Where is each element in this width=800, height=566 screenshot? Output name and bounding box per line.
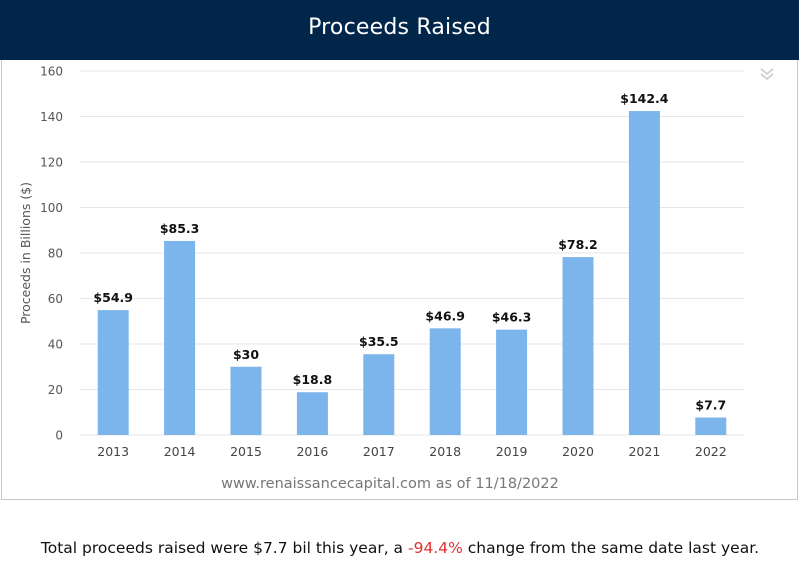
x-tick-label: 2015 — [230, 444, 262, 459]
y-tick-label: 20 — [48, 383, 63, 397]
summary-change: -94.4% — [407, 539, 463, 557]
summary-suffix: change from the same date last year. — [462, 539, 760, 557]
x-tick-label: 2022 — [695, 444, 727, 459]
chart-title: Proceeds Raised — [308, 15, 491, 40]
y-tick-label: 60 — [48, 292, 63, 306]
double-chevron-down-icon[interactable] — [758, 66, 776, 82]
data-label: $18.8 — [293, 372, 333, 387]
bar — [562, 257, 594, 435]
bar — [363, 354, 395, 435]
data-label: $7.7 — [695, 397, 726, 412]
data-label: $85.3 — [160, 221, 200, 236]
bar — [97, 310, 129, 435]
x-tick-label: 2019 — [496, 444, 528, 459]
data-label: $46.3 — [492, 310, 532, 325]
bar — [230, 366, 262, 435]
x-tick-label: 2021 — [628, 444, 660, 459]
bar — [695, 417, 727, 435]
x-tick-label: 2014 — [164, 444, 196, 459]
bar — [429, 328, 461, 435]
y-tick-label: 40 — [48, 338, 63, 352]
y-axis-title: Proceeds in Billions ($) — [18, 182, 33, 324]
data-label: $30 — [233, 347, 259, 362]
y-tick-label: 0 — [55, 429, 63, 443]
x-tick-label: 2017 — [363, 444, 395, 459]
y-tick-label: 100 — [40, 201, 63, 215]
bar — [628, 111, 660, 435]
data-label: $35.5 — [359, 334, 399, 349]
source-note: www.renaissancecapital.com as of 11/18/2… — [221, 476, 559, 492]
data-label: $54.9 — [93, 290, 133, 305]
x-tick-label: 2013 — [97, 444, 129, 459]
data-label: $142.4 — [620, 91, 669, 106]
chart-header: Proceeds Raised — [0, 0, 799, 60]
data-label: $46.9 — [425, 308, 465, 323]
y-tick-label: 160 — [40, 65, 63, 79]
x-tick-label: 2016 — [296, 444, 328, 459]
y-tick-label: 80 — [48, 247, 63, 261]
summary-text: Total proceeds raised were $7.7 bil this… — [0, 539, 800, 557]
x-tick-label: 2020 — [562, 444, 594, 459]
data-label: $78.2 — [558, 237, 598, 252]
bar — [296, 392, 328, 435]
bar — [164, 240, 196, 435]
bar — [496, 329, 528, 435]
bar-chart: 0 20 40 60 80 100 120 140 160 Proceeds in Billion… — [18, 65, 744, 459]
y-tick-label: 140 — [40, 110, 63, 124]
chart-card — [1, 0, 798, 500]
summary-prefix: Total proceeds raised were $7.7 bil this… — [40, 539, 408, 557]
y-tick-label: 120 — [40, 156, 63, 170]
x-tick-label: 2018 — [429, 444, 461, 459]
